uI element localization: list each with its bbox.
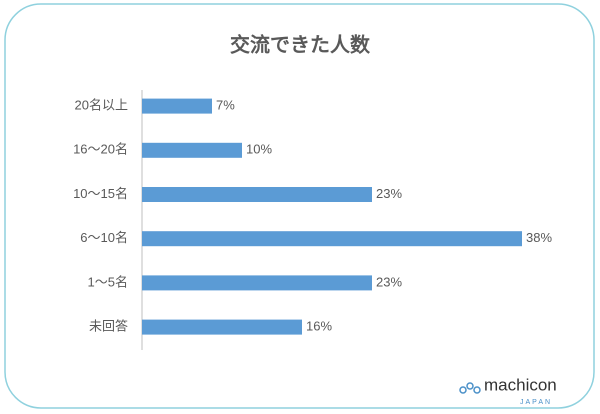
- logo-sub: JAPAN: [520, 399, 552, 406]
- y-tick-label: 20名以上: [75, 98, 128, 113]
- y-tick-label: 1～5名: [88, 274, 128, 289]
- value-label: 7%: [216, 98, 235, 113]
- y-tick-label: 10～15名: [73, 186, 128, 201]
- y-tick-label: 6～10名: [80, 230, 128, 245]
- bar: [142, 275, 372, 291]
- bar: [142, 98, 212, 114]
- bar: [142, 231, 522, 247]
- y-tick-label: 未回答: [89, 319, 128, 334]
- chart-title: 交流できた人数: [230, 32, 371, 56]
- y-tick-label: 16～20名: [73, 142, 128, 157]
- bar: [142, 187, 372, 202]
- logo-icon: [473, 386, 481, 394]
- bar: [142, 319, 302, 335]
- logo-name: machicon: [484, 375, 557, 394]
- logo-icon: [466, 382, 474, 390]
- value-label: 16%: [306, 319, 332, 334]
- value-label: 10%: [246, 142, 272, 157]
- value-label: 23%: [376, 186, 402, 201]
- bar: [142, 142, 242, 158]
- logo-icon: [459, 386, 467, 394]
- logo: machicon JAPAN: [459, 375, 557, 406]
- value-label: 23%: [376, 274, 402, 289]
- card: [4, 3, 595, 409]
- value-label: 38%: [526, 230, 552, 245]
